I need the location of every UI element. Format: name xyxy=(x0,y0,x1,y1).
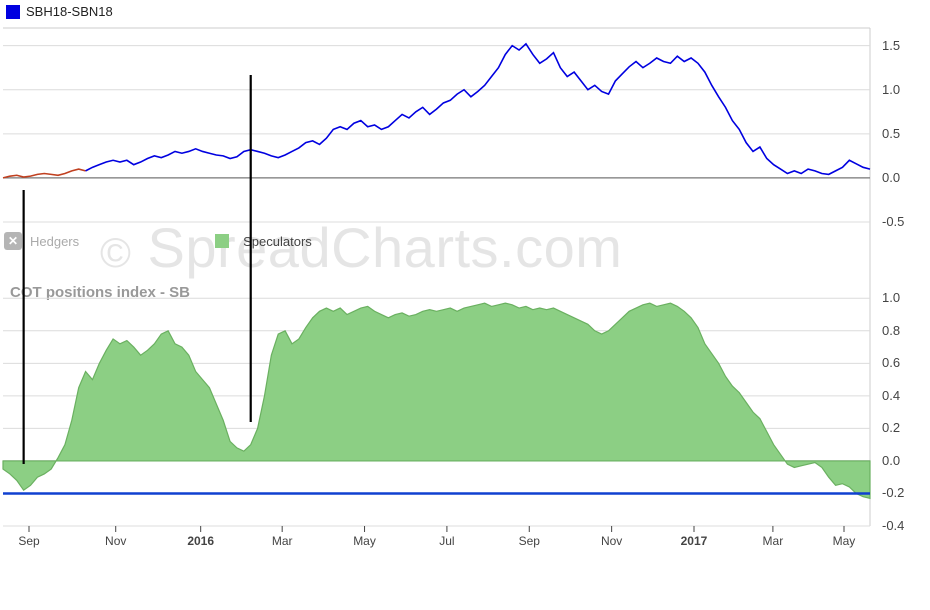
ytick-bottom: -0.2 xyxy=(882,485,904,500)
xtick: Jul xyxy=(422,534,472,548)
xtick: Sep xyxy=(504,534,554,548)
ytick-top: 0.0 xyxy=(882,170,900,185)
chart-svg xyxy=(0,0,930,610)
ytick-bottom: 0.2 xyxy=(882,420,900,435)
xtick: Mar xyxy=(257,534,307,548)
ytick-bottom: 0.8 xyxy=(882,323,900,338)
xtick: Nov xyxy=(91,534,141,548)
ytick-top: 0.5 xyxy=(882,126,900,141)
ytick-top: 1.5 xyxy=(882,38,900,53)
xtick: May xyxy=(819,534,869,548)
ytick-bottom: 0.4 xyxy=(882,388,900,403)
ytick-top: 1.0 xyxy=(882,82,900,97)
xtick: Mar xyxy=(748,534,798,548)
xtick: Sep xyxy=(4,534,54,548)
ytick-bottom: -0.4 xyxy=(882,518,904,533)
xtick: Nov xyxy=(587,534,637,548)
ytick-top: -0.5 xyxy=(882,214,904,229)
ytick-bottom: 0.0 xyxy=(882,453,900,468)
xtick: 2017 xyxy=(669,534,719,548)
chart-container: SBH18-SBN18 © SpreadCharts.com ✕ Hedgers… xyxy=(0,0,930,610)
ytick-bottom: 1.0 xyxy=(882,290,900,305)
ytick-bottom: 0.6 xyxy=(882,355,900,370)
xtick: May xyxy=(340,534,390,548)
xtick: 2016 xyxy=(176,534,226,548)
